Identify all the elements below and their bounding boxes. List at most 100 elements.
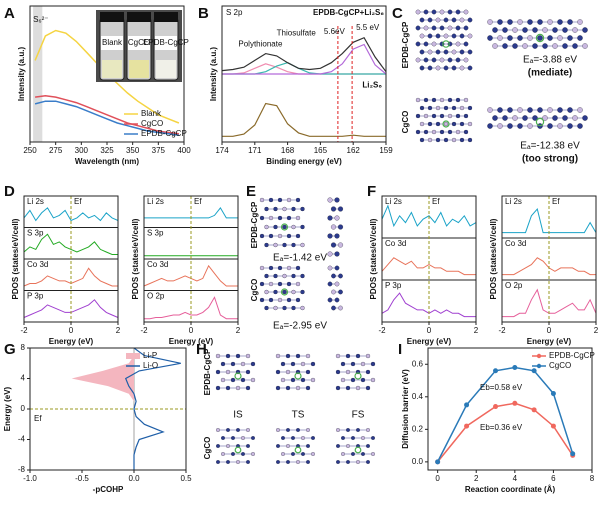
point bbox=[550, 423, 556, 429]
fermi-label: Ef bbox=[552, 197, 560, 206]
atom bbox=[331, 289, 336, 295]
atom bbox=[537, 19, 543, 25]
structure-label: CgCO bbox=[401, 111, 410, 134]
atom bbox=[285, 385, 291, 391]
atom bbox=[345, 353, 351, 359]
atom bbox=[582, 115, 588, 121]
atom bbox=[334, 281, 340, 287]
atom bbox=[282, 242, 287, 248]
atom bbox=[245, 369, 251, 375]
orbital-label: Li 2s bbox=[505, 197, 522, 206]
atom bbox=[370, 377, 376, 383]
atom bbox=[487, 123, 493, 129]
atom bbox=[419, 65, 425, 71]
atom bbox=[497, 19, 503, 25]
atom bbox=[290, 377, 296, 383]
atom bbox=[259, 215, 265, 221]
atom bbox=[487, 35, 493, 41]
atom bbox=[366, 460, 370, 464]
atom bbox=[522, 27, 528, 33]
atom bbox=[507, 35, 513, 41]
atom bbox=[250, 377, 256, 383]
point bbox=[493, 368, 499, 374]
atom bbox=[295, 385, 301, 391]
atom bbox=[286, 233, 292, 239]
atom bbox=[419, 105, 425, 111]
y-axis-label: Intensity (a.u.) bbox=[17, 47, 26, 102]
atom bbox=[439, 25, 445, 31]
atom bbox=[431, 129, 437, 135]
atom bbox=[435, 137, 441, 143]
adsorbate bbox=[442, 40, 450, 48]
atom bbox=[277, 233, 283, 239]
fermi-label: Ef bbox=[34, 414, 42, 423]
atom bbox=[532, 115, 538, 121]
x-tick-label: 4 bbox=[513, 474, 518, 483]
atom bbox=[275, 385, 281, 391]
atom bbox=[443, 49, 449, 55]
vial-cap bbox=[100, 12, 124, 22]
atom bbox=[427, 17, 433, 23]
atom bbox=[300, 206, 305, 212]
atom bbox=[295, 281, 301, 287]
x-tick-label: 162 bbox=[347, 146, 361, 155]
atom bbox=[300, 305, 305, 311]
atom bbox=[291, 224, 296, 230]
atom bbox=[356, 428, 360, 432]
spectrum bbox=[222, 43, 387, 75]
orbital-label: P 3p bbox=[385, 281, 402, 290]
atom bbox=[259, 281, 265, 287]
point bbox=[531, 368, 537, 374]
atom bbox=[497, 35, 503, 41]
atom bbox=[286, 297, 292, 303]
atom bbox=[350, 361, 356, 367]
atom bbox=[567, 19, 573, 25]
x-tick-label: 0.5 bbox=[180, 474, 192, 483]
atom bbox=[220, 361, 226, 367]
adsorbate bbox=[354, 372, 362, 380]
atom bbox=[346, 444, 350, 448]
atom bbox=[240, 377, 246, 383]
x-tick-label: 0 bbox=[69, 326, 74, 335]
y-tick-label: 0 bbox=[21, 404, 26, 413]
legend-marker bbox=[536, 363, 542, 369]
point bbox=[531, 407, 537, 413]
pdos-line bbox=[23, 233, 118, 255]
atom bbox=[295, 233, 301, 239]
atom bbox=[415, 25, 421, 31]
x-tick-label: 2 bbox=[594, 326, 599, 335]
adsorbate bbox=[280, 223, 289, 231]
atom bbox=[447, 113, 453, 119]
annotation: Eb=0.58 eV bbox=[480, 383, 523, 392]
atom bbox=[236, 460, 240, 464]
series-line bbox=[437, 402, 574, 463]
atom bbox=[236, 428, 240, 432]
atom bbox=[240, 361, 246, 367]
atom bbox=[226, 444, 230, 448]
atom bbox=[350, 377, 356, 383]
atom bbox=[335, 385, 341, 391]
atom bbox=[455, 113, 461, 119]
atom bbox=[330, 242, 337, 248]
x-tick-label: 275 bbox=[49, 146, 63, 155]
panel-letter: G bbox=[4, 341, 16, 358]
atom bbox=[216, 460, 220, 464]
atom bbox=[226, 460, 230, 464]
shift-label: 5.6eV bbox=[324, 27, 346, 36]
shift-label: 5.5 eV bbox=[356, 23, 380, 32]
atom bbox=[415, 113, 421, 119]
atom bbox=[220, 377, 226, 383]
atom bbox=[276, 428, 280, 432]
atom bbox=[334, 265, 340, 271]
vial-tag bbox=[101, 36, 123, 50]
fermi-label: Ef bbox=[74, 197, 82, 206]
energy-label: Eₐ=-12.38 eV bbox=[520, 141, 580, 152]
atom bbox=[487, 107, 493, 113]
point bbox=[464, 423, 470, 429]
atom bbox=[268, 265, 274, 271]
energy-label: Eₐ=-1.42 eV bbox=[273, 253, 327, 264]
atom bbox=[463, 97, 469, 103]
atom bbox=[282, 289, 287, 295]
atom bbox=[439, 129, 445, 135]
atom bbox=[447, 25, 453, 31]
